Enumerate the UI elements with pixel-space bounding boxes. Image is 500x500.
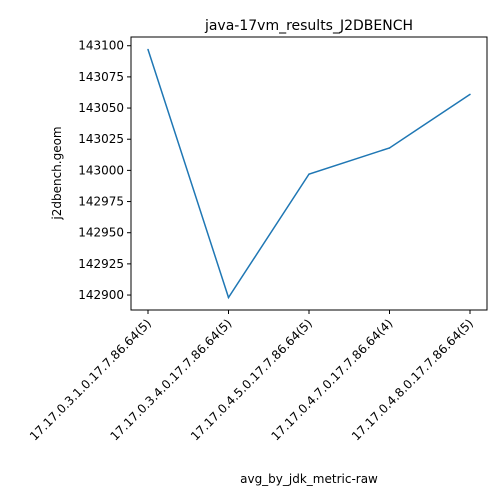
y-tick-label: 142925 — [78, 257, 124, 271]
y-axis-label: j2dbench.geom — [50, 126, 64, 220]
y-tick-label: 142950 — [78, 226, 124, 240]
data-point — [147, 48, 149, 51]
data-point — [469, 93, 471, 96]
data-point — [388, 147, 391, 149]
x-axis: 17.17.0.3.1.0.17.7.86.64(5)17.17.0.3.4.0… — [27, 310, 476, 443]
x-axis-label: avg_by_jdk_metric-raw — [240, 472, 378, 486]
data-point — [308, 173, 310, 175]
y-tick-label: 143025 — [78, 132, 124, 146]
y-tick-label: 143075 — [78, 70, 124, 84]
series-points — [147, 48, 471, 299]
y-tick-label: 143100 — [78, 39, 124, 53]
y-tick-label: 143050 — [78, 101, 124, 115]
y-tick-label: 143000 — [78, 163, 124, 177]
y-tick-label: 142900 — [78, 288, 124, 302]
y-tick-label: 142975 — [78, 195, 124, 209]
data-point — [227, 296, 230, 299]
y-axis: 142900 142925 142950 142975 143000 143025 1430… — [78, 39, 131, 302]
chart-title: java-17vm_results_J2DBENCH — [204, 18, 413, 34]
